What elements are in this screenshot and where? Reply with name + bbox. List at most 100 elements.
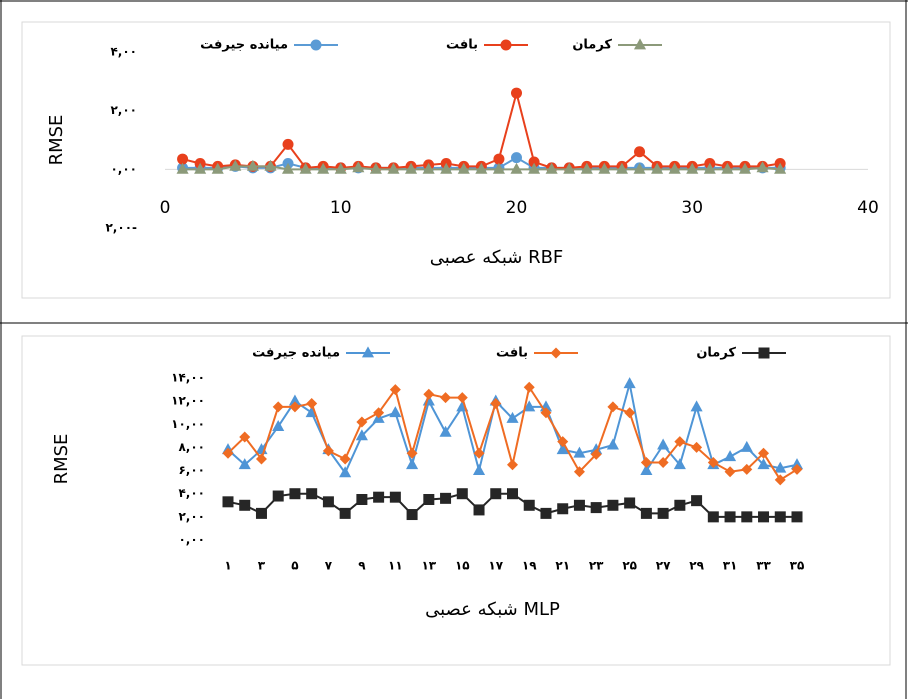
y-tick-label: ۱۴,۰۰ <box>171 371 205 385</box>
legend-marker <box>501 40 512 51</box>
x-tick-label: ۲۷ <box>656 559 671 573</box>
y-tick-label: ۱۰,۰۰ <box>171 417 205 431</box>
data-point <box>511 152 522 163</box>
legend-marker <box>362 346 374 357</box>
data-point <box>273 401 284 412</box>
data-point <box>511 88 522 99</box>
data-point <box>624 497 635 508</box>
data-point <box>507 459 518 470</box>
data-point <box>591 502 602 513</box>
data-point <box>273 491 284 502</box>
y-tick-label: ۰,۰۰ <box>178 533 205 547</box>
legend-marker <box>759 348 770 359</box>
x-tick-label: ۱۵ <box>455 559 470 573</box>
x-tick-label: ۳۳ <box>756 559 771 573</box>
data-point <box>457 392 468 403</box>
data-point <box>758 511 769 522</box>
y-tick-label: ۲,۰۰ <box>110 103 137 117</box>
page: 010203040۲,۰۰-۰,۰۰۲,۰۰۴,۰۰شبکه عصبی RBFR… <box>0 0 908 699</box>
data-point <box>634 146 645 157</box>
data-point <box>607 401 618 412</box>
data-point <box>641 508 652 519</box>
x-tick-label: ۱۱ <box>388 559 403 573</box>
x-tick-label: ۲۵ <box>622 559 637 573</box>
x-tick-label: ۹ <box>358 559 366 573</box>
series-line <box>183 93 781 168</box>
legend-label: میانده جیرفت <box>200 38 288 53</box>
data-point <box>674 500 685 511</box>
data-point <box>373 492 384 503</box>
data-point <box>323 496 334 507</box>
data-point <box>440 493 451 504</box>
x-axis-title: شبکه عصبی RBF <box>430 247 564 268</box>
data-point <box>474 504 485 515</box>
data-point <box>507 488 518 499</box>
y-tick-label: ۲,۰۰- <box>105 221 137 235</box>
y-tick-label: ۰,۰۰ <box>110 162 137 176</box>
data-point <box>423 389 434 400</box>
x-tick-label: ۲۹ <box>689 559 704 573</box>
data-point <box>524 500 535 511</box>
x-tick-label: ۳۵ <box>790 559 805 573</box>
x-tick-label: ۵ <box>291 559 298 573</box>
data-point <box>708 511 719 522</box>
x-tick-label: ۱۳ <box>421 559 436 573</box>
y-tick-label: ۱۲,۰۰ <box>171 394 205 408</box>
data-point <box>473 464 485 475</box>
x-tick-label: ۷ <box>325 559 333 573</box>
y-axis-title: RMSE <box>46 115 67 166</box>
data-point <box>223 496 234 507</box>
y-tick-label: ۲,۰۰ <box>178 509 205 523</box>
data-point <box>457 488 468 499</box>
data-point <box>725 511 736 522</box>
y-axis-title: RMSE <box>51 434 72 485</box>
data-point <box>239 500 250 511</box>
data-point <box>490 488 501 499</box>
data-point <box>340 508 351 519</box>
y-tick-label: ۴,۰۰ <box>110 45 137 59</box>
data-point <box>306 488 317 499</box>
y-tick-label: ۸,۰۰ <box>178 440 205 454</box>
x-tick-label: 30 <box>681 198 703 218</box>
legend-marker <box>311 40 322 51</box>
data-point <box>306 398 317 409</box>
legend-label: بافت <box>446 38 478 53</box>
x-tick-label: ۳۱ <box>723 559 738 573</box>
data-point <box>289 488 300 499</box>
x-tick-label: 40 <box>857 198 879 218</box>
data-point <box>657 439 669 450</box>
x-axis-title: شبکه عصبی MLP <box>425 599 560 620</box>
x-tick-label: ۳ <box>258 559 266 573</box>
data-point <box>423 494 434 505</box>
x-tick-label: ۱ <box>224 559 231 573</box>
data-point <box>283 139 294 150</box>
legend-label: کرمان <box>572 38 612 53</box>
y-tick-label: ۴,۰۰ <box>178 486 205 500</box>
data-point <box>725 466 736 477</box>
data-point <box>356 494 367 505</box>
data-point <box>574 500 585 511</box>
data-point <box>490 398 501 409</box>
data-point <box>510 163 522 174</box>
data-point <box>407 509 418 520</box>
legend-marker <box>551 348 562 359</box>
x-tick-label: 20 <box>506 198 528 218</box>
legend-label: کرمان <box>696 346 736 361</box>
legend-label: میانده جیرفت <box>252 346 340 361</box>
legend-marker <box>634 38 646 49</box>
data-point <box>256 508 267 519</box>
data-point <box>724 450 736 461</box>
data-point <box>775 511 786 522</box>
data-point <box>741 441 753 452</box>
x-tick-label: ۱۷ <box>488 559 503 573</box>
x-tick-label: ۲۳ <box>589 559 604 573</box>
data-point <box>390 492 401 503</box>
data-point <box>691 400 703 411</box>
data-point <box>741 511 752 522</box>
data-point <box>691 495 702 506</box>
x-tick-label: 10 <box>330 198 352 218</box>
data-point <box>524 382 535 393</box>
data-point <box>557 503 568 514</box>
data-point <box>540 508 551 519</box>
data-point <box>624 377 636 388</box>
